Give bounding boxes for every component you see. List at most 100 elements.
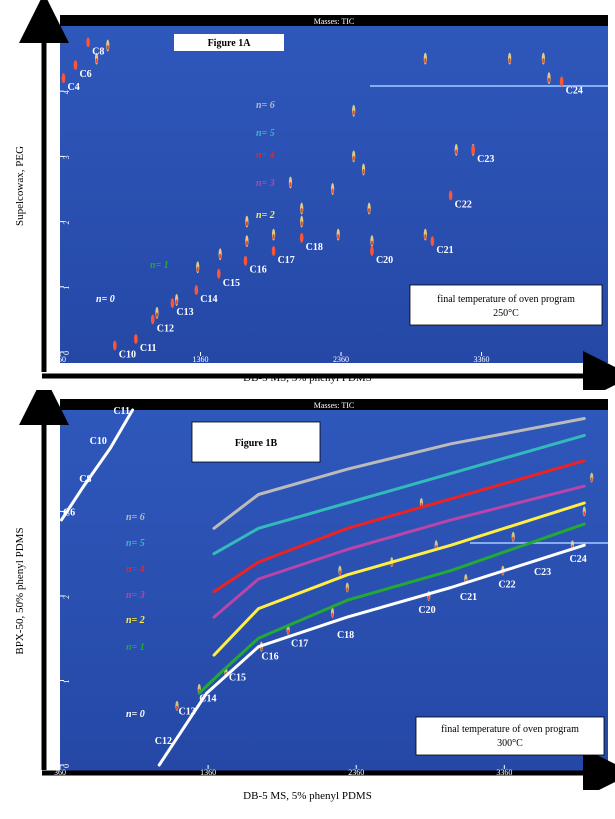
compound-label-c10-b: C10 — [90, 436, 107, 447]
peak-core-a — [331, 188, 334, 194]
x-tick-label-b: 360 — [54, 768, 66, 777]
peak-core-a — [547, 77, 551, 83]
y-axis-title-a: Supelcowax, PEG — [14, 145, 26, 227]
x-tick-label-b: 2360 — [348, 768, 364, 777]
peak-core-a — [106, 45, 109, 51]
peak-core-a — [289, 181, 292, 187]
peak-core-a — [95, 58, 98, 64]
compound-peak-a — [243, 255, 248, 266]
compound-peak-a — [471, 144, 475, 155]
peak-core-a — [196, 266, 199, 272]
plot-area-b — [60, 399, 608, 773]
compound-label-c4-a: C4 — [68, 82, 80, 93]
peak-core-a — [337, 234, 340, 240]
y-tick-label-a: 4 — [62, 90, 71, 94]
compound-label-c13-b: C13 — [178, 706, 195, 717]
y-tick-label-a: 3 — [62, 155, 71, 159]
figure-label-a: Figure 1A — [208, 38, 252, 49]
series-label-a-3: n= 3 — [256, 178, 275, 189]
window-title-b: Masses: TIC — [314, 401, 355, 410]
peak-core-b — [287, 629, 290, 634]
compound-peak-a — [216, 268, 221, 279]
compound-label-c15-a: C15 — [223, 278, 240, 289]
series-line-b-0 — [157, 543, 586, 767]
note-line1-b: final temperature of oven program — [441, 724, 579, 735]
peak-core-b — [260, 646, 263, 651]
compound-peak-a — [448, 190, 453, 201]
peak-core-b — [512, 536, 515, 541]
compound-label-c24-a: C24 — [566, 85, 583, 96]
compound-peak-a — [299, 232, 304, 243]
compound-peak-a — [194, 285, 199, 296]
compound-peak-a — [73, 60, 78, 71]
y-tick-label-a: 1 — [62, 286, 71, 290]
series-label-a-5: n= 5 — [256, 128, 275, 139]
compound-label-c12-b: C12 — [155, 736, 172, 747]
x-tick-label-a: 3360 — [474, 355, 490, 364]
peak-core-b — [590, 477, 593, 482]
compound-label-c13-a: C13 — [176, 307, 193, 318]
compound-peak-a — [150, 314, 155, 325]
x-tick-label-a: 2360 — [333, 355, 349, 364]
x-axis-title-a: DB-5 MS, 5% phenyl PDMS — [243, 372, 372, 384]
series-line-b-6 — [212, 417, 586, 530]
compound-label-c12-a: C12 — [157, 323, 174, 334]
compound-label-c21-b: C21 — [460, 592, 477, 603]
series-label-a-1: n= 1 — [150, 260, 169, 271]
note-line2-b: 300°C — [497, 738, 523, 749]
compound-peak-a — [170, 298, 175, 309]
peak-core-a — [424, 234, 427, 240]
series-label-a-6: n= 6 — [256, 100, 275, 111]
compound-label-c14-b: C14 — [199, 694, 216, 705]
compound-label-c11-a: C11 — [140, 343, 157, 354]
compound-peak-a — [271, 245, 276, 256]
peak-core-a — [368, 208, 371, 214]
peak-core-a — [300, 221, 303, 227]
peak-core-b — [427, 595, 430, 601]
compound-peak-a — [61, 73, 66, 84]
window-title-a: Masses: TIC — [314, 17, 355, 26]
peak-core-b — [346, 587, 349, 592]
compound-peak-a — [370, 245, 374, 256]
compound-label-c21-a: C21 — [436, 245, 453, 256]
note-line2-a: 250°C — [493, 308, 519, 319]
compound-label-c8-b: C8 — [79, 474, 91, 485]
peak-core-b — [331, 612, 334, 618]
compound-label-c11-b: C11 — [113, 406, 130, 417]
x-tick-label-b: 3360 — [496, 768, 512, 777]
peak-core-a — [370, 240, 374, 246]
peak-core-a — [245, 240, 248, 246]
compound-label-c24-b: C24 — [569, 554, 586, 565]
x-axis-title-b: DB-5 MS, 5% phenyl PDMS — [243, 790, 372, 802]
peak-core-a — [219, 253, 222, 259]
peak-core-a — [245, 221, 248, 227]
x-tick-label-a: 1360 — [193, 355, 209, 364]
series-line-b-3 — [212, 484, 586, 619]
compound-label-c20-a: C20 — [376, 255, 393, 266]
compound-label-c10-a: C10 — [119, 349, 136, 360]
peak-core-a — [300, 208, 303, 214]
peak-core-a — [352, 155, 355, 161]
note-line1-a: final temperature of oven program — [437, 294, 575, 305]
x-tick-label-b: 1360 — [200, 768, 216, 777]
compound-label-c6-a: C6 — [79, 69, 91, 80]
y-tick-label-b: 1 — [62, 679, 71, 683]
compound-label-c17-a: C17 — [278, 255, 295, 266]
peak-core-a — [272, 234, 275, 240]
series-label-b-4: n= 4 — [126, 564, 145, 575]
compound-peak-a — [113, 340, 117, 351]
y-axis-title-b: BPX-50, 50% phenyl PDMS — [14, 527, 26, 655]
y-tick-label-a: 2 — [62, 221, 71, 225]
peak-core-a — [508, 58, 511, 64]
peak-core-a — [542, 58, 545, 64]
compound-label-c18-a: C18 — [306, 242, 323, 253]
compound-label-c23-b: C23 — [534, 567, 551, 578]
compound-label-c22-a: C22 — [455, 200, 472, 211]
figure-label-b: Figure 1B — [235, 438, 278, 449]
compound-peak-a — [430, 236, 435, 247]
y-tick-label-b: 0 — [62, 764, 71, 768]
compound-label-c22-b: C22 — [498, 580, 515, 591]
series-line-b-2 — [212, 501, 586, 657]
peak-core-b — [338, 570, 341, 575]
